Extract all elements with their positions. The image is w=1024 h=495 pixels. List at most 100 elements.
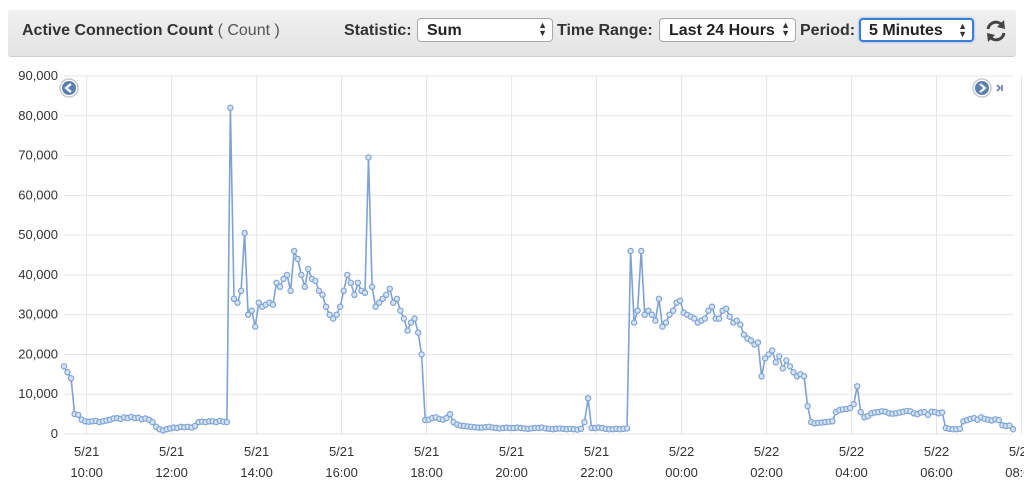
data-point xyxy=(344,271,351,279)
data-point xyxy=(361,289,369,296)
y-tick-label: 20,000 xyxy=(18,346,58,361)
data-point xyxy=(1009,426,1017,433)
data-point xyxy=(379,295,386,302)
data-point xyxy=(365,154,372,161)
data-point xyxy=(804,403,811,410)
data-point xyxy=(322,303,330,310)
data-point xyxy=(312,277,319,285)
data-point xyxy=(400,315,408,322)
x-tick-date: 5/22 xyxy=(669,444,694,459)
data-point xyxy=(283,271,291,279)
data-point xyxy=(287,287,294,294)
data-point xyxy=(701,315,709,322)
data-point xyxy=(368,283,376,290)
data-point xyxy=(662,319,670,326)
data-point xyxy=(956,425,964,432)
data-point xyxy=(638,247,645,255)
y-tick-label: 0 xyxy=(51,426,58,441)
chevron-right-icon xyxy=(979,83,987,93)
data-point xyxy=(829,418,836,425)
x-tick-date: 5/22 xyxy=(754,444,779,459)
data-point xyxy=(414,329,422,336)
line-chart: 0 10,000 20,000 30,000 40,000 50,000 60,000 70,… xyxy=(18,68,1024,480)
x-tick-date: 5/21 xyxy=(159,444,184,459)
x-tick-date: 5/21 xyxy=(329,444,354,459)
x-tick-date: 5/22 xyxy=(1009,444,1024,459)
time-range-select[interactable]: Last 24 Hours ▲ ▼ xyxy=(659,18,796,42)
data-point xyxy=(676,297,684,304)
data-point xyxy=(648,311,656,318)
data-point xyxy=(407,319,415,326)
data-point xyxy=(244,311,252,318)
period-select[interactable]: 5 Minutes ▲ ▼ xyxy=(859,18,974,42)
data-point xyxy=(305,265,312,273)
x-tick-time: 04:00 xyxy=(835,465,868,480)
data-point xyxy=(60,363,68,370)
data-point xyxy=(786,363,794,370)
data-point xyxy=(326,311,333,318)
data-point xyxy=(850,401,857,408)
refresh-button[interactable] xyxy=(983,17,1009,45)
data-point xyxy=(754,339,762,346)
x-tick-date: 5/21 xyxy=(414,444,439,459)
data-point xyxy=(301,283,308,290)
data-point xyxy=(255,299,262,306)
data-point xyxy=(329,315,337,322)
data-point xyxy=(315,287,323,294)
chart-title: Active Connection Count ( Count ) xyxy=(22,22,280,40)
data-point xyxy=(758,373,765,380)
y-tick-label: 30,000 xyxy=(18,307,58,322)
data-point xyxy=(761,355,769,362)
data-point xyxy=(783,357,790,364)
select-arrows-icon: ▲ ▼ xyxy=(958,21,967,39)
x-tick-date: 5/21 xyxy=(244,444,269,459)
y-tick-label: 40,000 xyxy=(18,267,58,282)
data-point xyxy=(280,275,287,283)
select-arrows-icon: ▲ ▼ xyxy=(781,20,790,38)
y-axis: 0 10,000 20,000 30,000 40,000 50,000 60,000 70,… xyxy=(18,68,58,441)
data-point xyxy=(776,353,783,360)
data-point xyxy=(627,247,634,255)
x-tick-date: 5/21 xyxy=(499,444,524,459)
data-point xyxy=(641,311,648,318)
data-point xyxy=(291,247,298,255)
data-point xyxy=(634,307,641,314)
data-point xyxy=(854,383,861,390)
data-point xyxy=(800,373,808,380)
statistic-select[interactable]: Sum ▲ ▼ xyxy=(417,18,553,42)
data-point xyxy=(404,327,411,334)
data-point xyxy=(354,279,362,286)
data-point xyxy=(723,305,730,312)
data-point xyxy=(765,351,772,358)
x-tick-date: 5/22 xyxy=(924,444,949,459)
chart-toolbar: Active Connection Count ( Count ) Statis… xyxy=(8,10,1016,57)
data-point xyxy=(779,365,787,372)
data-point xyxy=(351,291,358,298)
data-point xyxy=(390,299,397,306)
y-tick-label: 50,000 xyxy=(18,227,58,242)
data-point xyxy=(269,301,277,308)
data-point xyxy=(581,418,588,426)
select-arrows-icon: ▲ ▼ xyxy=(538,20,547,38)
data-point xyxy=(337,303,344,310)
data-point xyxy=(623,425,631,432)
period-select-value: 5 Minutes xyxy=(869,22,943,39)
data-point xyxy=(372,303,379,310)
data-point xyxy=(230,295,238,302)
x-tick-time: 20:00 xyxy=(495,465,528,480)
data-point xyxy=(995,416,1003,424)
x-tick-time: 10:00 xyxy=(70,465,103,480)
data-point xyxy=(708,303,716,310)
y-tick-label: 10,000 xyxy=(18,386,58,401)
data-point xyxy=(191,422,199,430)
x-tick-time: 06:00 xyxy=(920,465,953,480)
data-point xyxy=(383,291,390,298)
data-point xyxy=(227,104,234,112)
data-point xyxy=(652,317,659,324)
scroll-right-button[interactable] xyxy=(972,78,1003,98)
data-point xyxy=(273,279,280,286)
data-point xyxy=(248,307,255,314)
scroll-left-button[interactable] xyxy=(59,78,79,98)
data-point xyxy=(64,369,71,376)
data-point xyxy=(715,315,723,322)
